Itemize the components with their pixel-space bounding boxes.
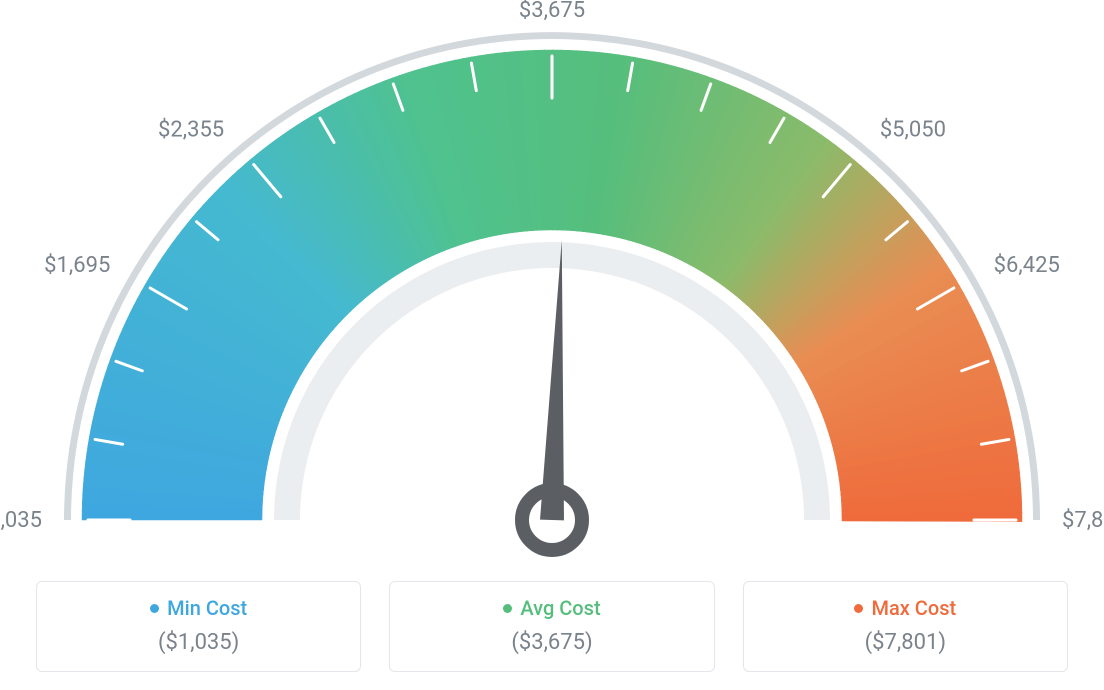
tick-label: $1,035 xyxy=(0,508,42,533)
legend-title-min: Min Cost xyxy=(150,596,247,620)
legend-dot-avg xyxy=(503,604,512,613)
legend-value-min: ($1,035) xyxy=(47,630,350,655)
legend-dot-min xyxy=(150,604,159,613)
legend-title-text-min: Min Cost xyxy=(167,596,247,620)
legend-title-text-max: Max Cost xyxy=(871,596,956,620)
legend-title-avg: Avg Cost xyxy=(503,596,600,620)
tick-label: $7,801 xyxy=(1062,508,1104,533)
legend-row: Min Cost ($1,035) Avg Cost ($3,675) Max … xyxy=(36,581,1068,672)
needle xyxy=(540,240,564,520)
tick-label: $1,695 xyxy=(44,253,110,278)
legend-title-max: Max Cost xyxy=(854,596,956,620)
tick-label: $5,050 xyxy=(880,117,946,142)
legend-value-max: ($7,801) xyxy=(754,630,1057,655)
legend-value-avg: ($3,675) xyxy=(400,630,703,655)
legend-dot-max xyxy=(854,604,863,613)
legend-card-avg: Avg Cost ($3,675) xyxy=(389,581,714,672)
legend-card-max: Max Cost ($7,801) xyxy=(743,581,1068,672)
gauge-container: $1,035 $1,695 $2,355 $3,675 $5,050 $6,425 $7,8… xyxy=(0,0,1104,560)
tick-label: $6,425 xyxy=(994,253,1060,278)
tick-label: $3,675 xyxy=(519,0,585,23)
legend-card-min: Min Cost ($1,035) xyxy=(36,581,361,672)
tick-label: $2,355 xyxy=(158,117,224,142)
cost-gauge-chart: $1,035 $1,695 $2,355 $3,675 $5,050 $6,425 $7,8… xyxy=(0,0,1104,560)
legend-title-text-avg: Avg Cost xyxy=(520,596,600,620)
